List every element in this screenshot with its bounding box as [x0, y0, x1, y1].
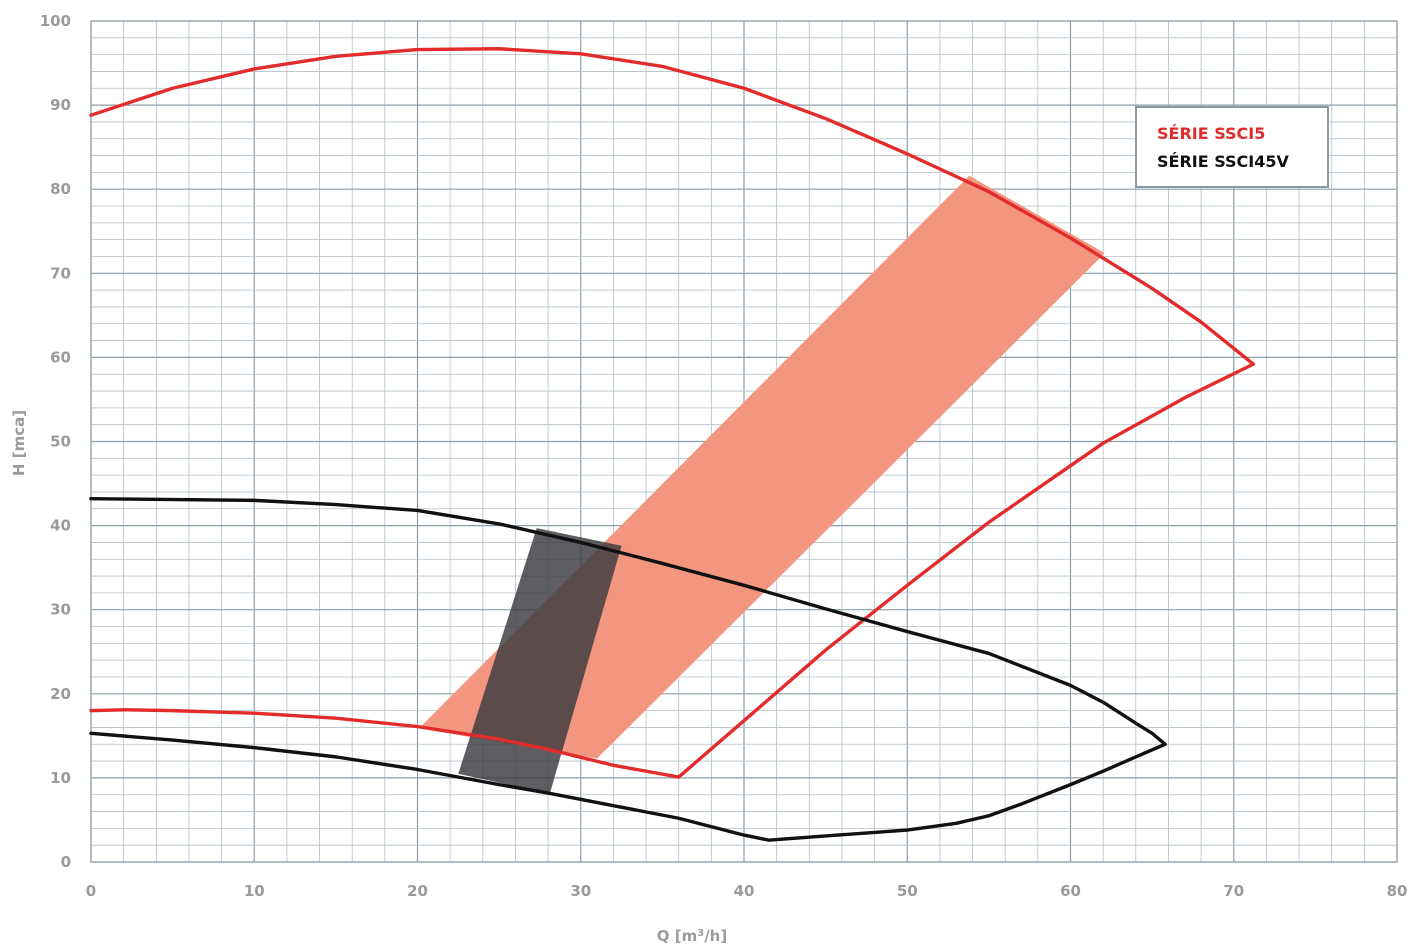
- y-tick-label: 50: [50, 433, 71, 451]
- legend-item-ssci5: SÉRIE SSCI5: [1157, 124, 1266, 143]
- y-tick-label: 40: [50, 517, 71, 535]
- axis-ticks: 0 10 20 30 40 50 60 70 80 0 10 20 30 40 50 60 70 80 90 100: [40, 12, 1408, 900]
- curve-ssci45v: [89, 496, 1167, 842]
- plot-frame: [90, 20, 1398, 863]
- series-curves: [89, 47, 1256, 842]
- x-tick-label: 30: [570, 882, 591, 900]
- y-tick-label: 60: [50, 348, 71, 366]
- legend-item-ssci45v: SÉRIE SSCI45V: [1157, 152, 1289, 171]
- x-tick-label: 0: [86, 882, 96, 900]
- x-tick-label: 40: [734, 882, 755, 900]
- y-axis-label: H [mca]: [10, 410, 28, 476]
- y-tick-label: 20: [50, 685, 71, 703]
- chart-grid: [90, 20, 1398, 863]
- x-tick-label: 20: [407, 882, 428, 900]
- x-tick-label: 10: [244, 882, 265, 900]
- operating-bands: [419, 175, 1105, 794]
- curve-ssci5: [89, 47, 1256, 779]
- y-tick-label: 80: [50, 180, 71, 198]
- x-tick-label: 70: [1223, 882, 1244, 900]
- y-tick-label: 10: [50, 769, 71, 787]
- y-tick-label: 90: [50, 96, 71, 114]
- x-axis-label: Q [m3/h]: [657, 927, 727, 945]
- y-tick-label: 30: [50, 601, 71, 619]
- y-tick-label: 70: [50, 264, 71, 282]
- x-tick-label: 60: [1060, 882, 1081, 900]
- band-ssci45v: [458, 528, 622, 794]
- x-tick-label: 80: [1387, 882, 1408, 900]
- x-tick-label: 50: [897, 882, 918, 900]
- y-tick-label: 0: [61, 853, 71, 871]
- y-tick-label: 100: [40, 12, 71, 30]
- legend: SÉRIE SSCI5 SÉRIE SSCI45V: [1135, 106, 1329, 188]
